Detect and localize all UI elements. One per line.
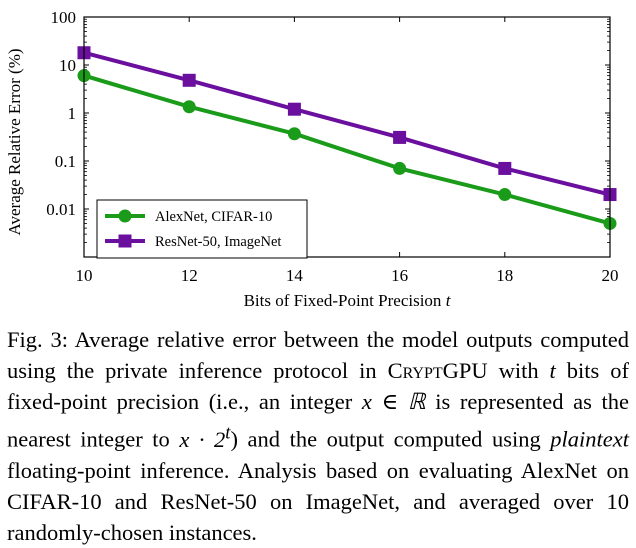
x-axis-label-var: t	[446, 291, 452, 310]
data-point	[182, 73, 196, 87]
caption-text-3: bits of fixed-point precision (i.e., an …	[7, 358, 629, 414]
y-tick-label: 10	[59, 56, 76, 75]
figure-caption: Fig. 3: Average relative error between t…	[7, 324, 629, 548]
x-tick-label: 14	[286, 266, 304, 285]
caption-text-1: Average relative error between the model…	[7, 327, 629, 383]
caption-var-t: t	[549, 358, 556, 383]
caption-text-4: is represented as the nearest integer to	[7, 389, 629, 452]
x-axis-label-text: Bits of Fixed-Point Precision	[244, 291, 442, 310]
x-tick-label: 18	[496, 266, 513, 285]
y-axis-label: Average Relative Error (%)	[5, 48, 24, 235]
legend-label: ResNet-50, ImageNet	[155, 234, 281, 250]
data-point	[498, 161, 512, 175]
caption-expression: x · 2t	[179, 422, 230, 452]
y-tick-label: 0.01	[46, 200, 76, 219]
legend: AlexNet, CIFAR-10 ResNet-50, ImageNet	[96, 199, 308, 259]
legend-marker	[118, 234, 132, 248]
data-point	[393, 161, 407, 175]
caption-var-x-in-r: x ∈ ℝ	[361, 389, 426, 414]
series-line	[83, 50, 611, 197]
caption-emphasis: plaintext	[550, 426, 629, 452]
y-tick-label: 1	[68, 104, 77, 123]
data-point	[287, 102, 301, 116]
chart: 10 12 14 16 18 20 0.01 0.1 1 10 100 Average Relati…	[5, 8, 619, 310]
y-tick-label: 0.1	[55, 152, 76, 171]
x-tick-label: 10	[76, 266, 93, 285]
x-axis-label: Bits of Fixed-Point Precision t	[244, 291, 452, 310]
data-point	[393, 130, 407, 144]
caption-text-5: ) and the output computed using	[230, 426, 551, 452]
x-tick-label: 16	[391, 266, 408, 285]
x-tick-label: 20	[602, 266, 619, 285]
plot-frame	[83, 16, 611, 258]
plot-area: 10 12 14 16 18 20 0.01 0.1 1 10 100	[46, 8, 618, 285]
series-line	[83, 73, 611, 226]
y-tick-label: 100	[51, 8, 77, 27]
caption-text-6: floating-point inference. Analysis based…	[7, 457, 629, 545]
caption-text-2: with	[487, 358, 550, 383]
caption-expression-exponent: t	[225, 422, 231, 443]
data-point	[287, 127, 301, 141]
legend-box	[96, 199, 308, 259]
x-tick-label: 12	[181, 266, 198, 285]
data-point	[182, 100, 196, 114]
caption-label: Fig. 3:	[7, 327, 68, 352]
caption-expression-base: x · 2	[179, 426, 226, 452]
legend-marker	[118, 209, 132, 223]
legend-label: AlexNet, CIFAR-10	[155, 209, 272, 225]
caption-system-name: CryptGPU	[387, 358, 488, 383]
data-point	[498, 188, 512, 202]
